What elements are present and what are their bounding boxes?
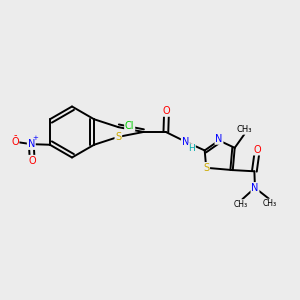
Text: +: + [32,134,38,140]
Text: O: O [163,106,170,116]
Text: CH₃: CH₃ [237,125,252,134]
Text: N: N [251,183,259,193]
Text: O: O [28,156,36,166]
Text: CH₃: CH₃ [263,199,277,208]
Text: H: H [189,144,195,153]
Text: S: S [115,132,122,142]
Text: S: S [203,163,209,173]
Text: Cl: Cl [125,121,134,131]
Text: N: N [215,134,223,144]
Text: O: O [254,145,261,155]
Text: N: N [28,139,35,149]
Text: -: - [14,130,17,140]
Text: CH₃: CH₃ [234,200,248,208]
Text: N: N [182,136,189,147]
Text: O: O [11,137,19,147]
